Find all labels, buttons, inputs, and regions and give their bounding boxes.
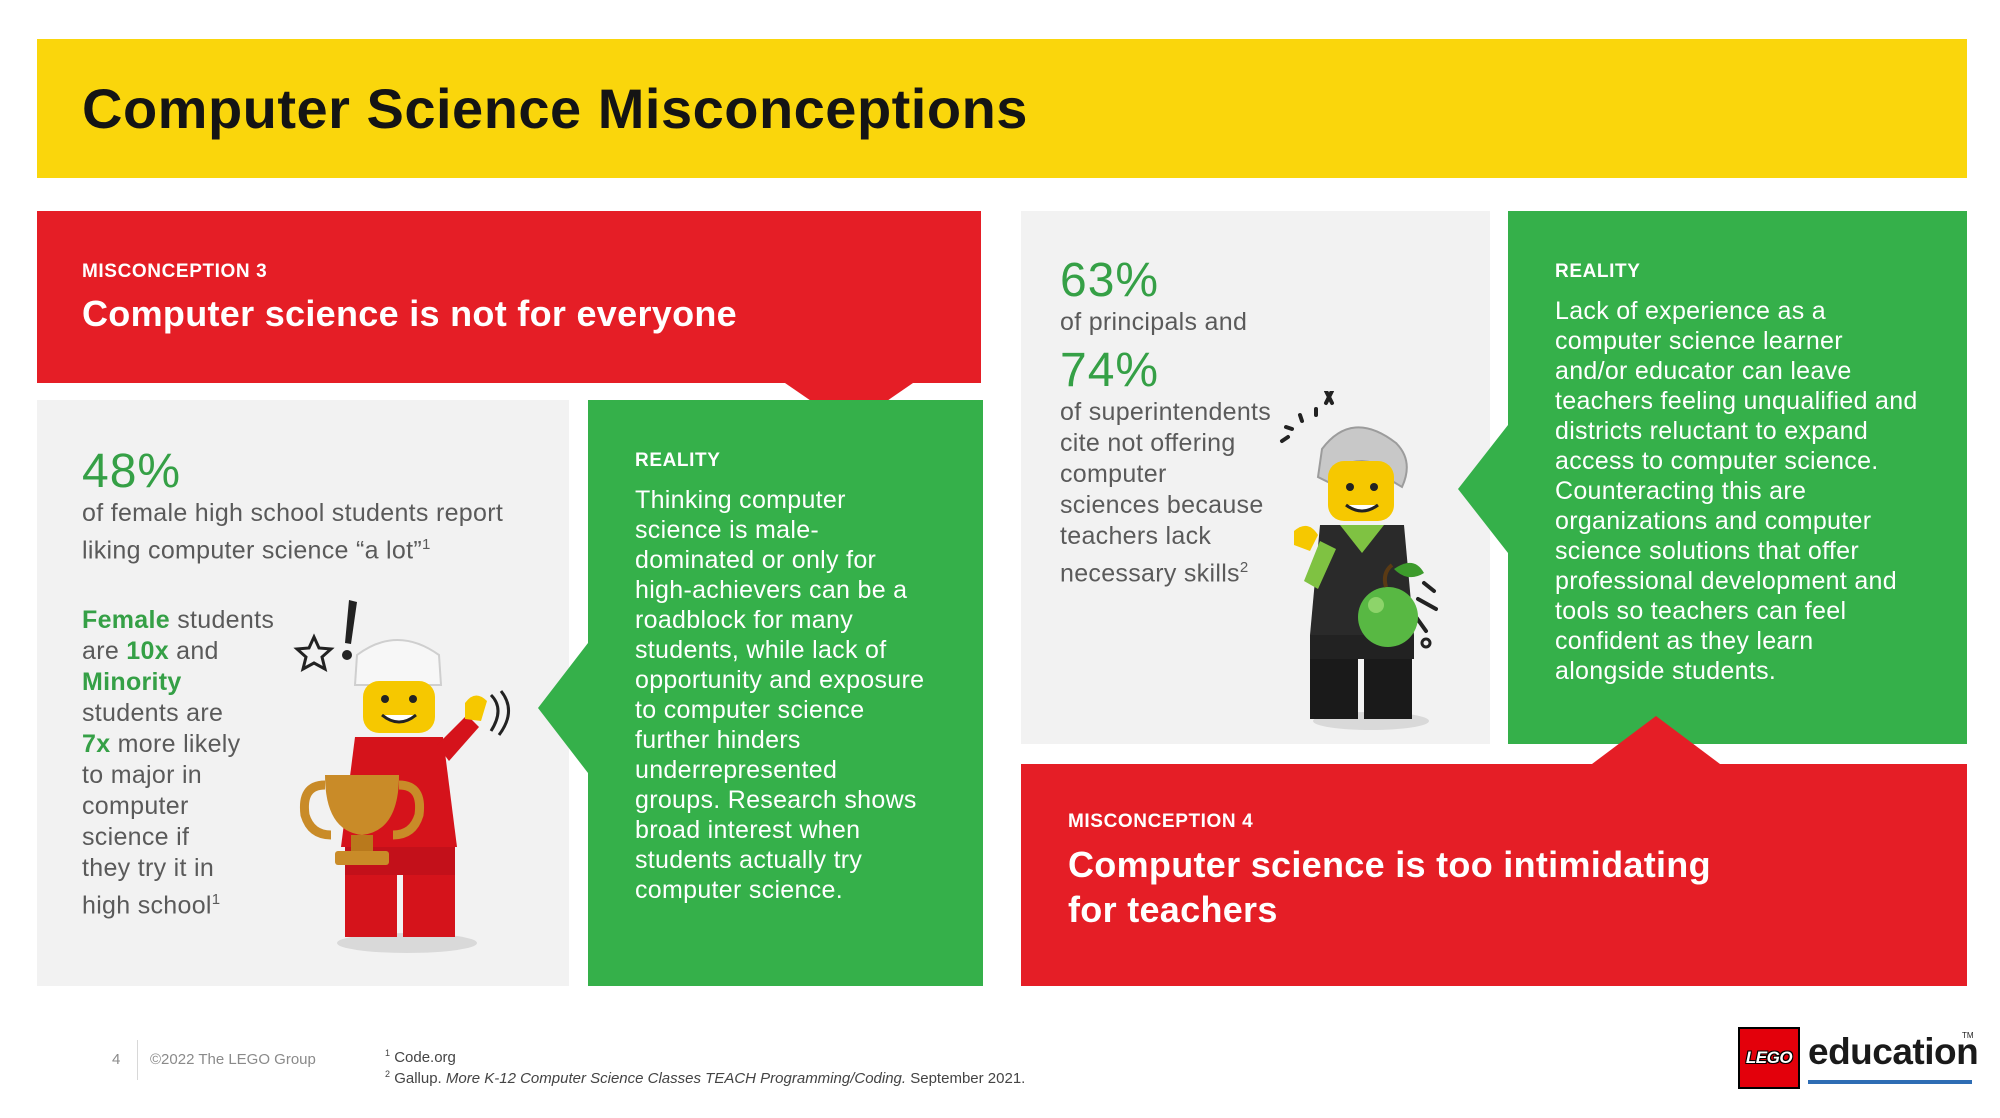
misconception-4-kicker: MISCONCEPTION 4	[1068, 811, 1254, 832]
reality-1-kicker: REALITY	[635, 450, 721, 471]
reality-2-line: teachers feeling unqualified and	[1555, 387, 1918, 415]
minifigure-trophy-illustration	[293, 600, 510, 953]
reality-2-line: districts reluctant to expand	[1555, 417, 1869, 445]
misconception-4-heading-line1: Computer science is too intimidating	[1068, 844, 1711, 885]
reality-2-body: Lack of experience as a computer science…	[1555, 296, 1960, 686]
reality-1-line: students actually try	[635, 846, 863, 874]
stat-74-line: of superintendents	[1060, 398, 1272, 426]
stat-74-line: necessary skills2	[1060, 559, 1249, 588]
reality-1-panel: REALITY Thinking computer science is mal…	[588, 400, 983, 986]
reality-1-pointer	[538, 643, 588, 773]
misconception-3-kicker: MISCONCEPTION 3	[82, 261, 268, 282]
right-stats-panel: 63% of principals and 74% of superintend…	[1021, 211, 1490, 744]
footnote-1: 1 Code.org	[385, 1048, 456, 1066]
reality-1-line: to computer science	[635, 696, 865, 724]
title-banner: Computer Science Misconceptions	[37, 39, 1967, 178]
misconception-4-pointer	[1592, 716, 1720, 764]
reality-1-line: broad interest when	[635, 816, 861, 844]
minority-stat-line: high school1	[82, 891, 221, 920]
reality-2-pointer	[1458, 425, 1508, 553]
lego-education-logo: LEGO education TM	[1738, 1027, 1979, 1089]
reality-1-line: roadblock for many	[635, 606, 853, 634]
reality-1-line: dominated or only for	[635, 546, 877, 574]
reality-1-line: science is male-	[635, 516, 820, 544]
minority-stat-line: are 10x and	[82, 637, 219, 665]
reality-1-body: Thinking computer science is male- domin…	[635, 485, 975, 905]
reality-2-line: confident as they learn	[1555, 627, 1814, 655]
minority-stat-line: students are	[82, 699, 224, 727]
reality-1-line: Thinking computer	[635, 486, 846, 514]
stat-74-line: sciences because	[1060, 491, 1264, 519]
minority-stat-line: 7x more likely	[82, 730, 241, 758]
minority-stat-line: Minority	[82, 668, 182, 696]
stat-63-text: of principals and	[1060, 308, 1248, 336]
page-number: 4	[112, 1051, 121, 1068]
minority-stat-line: they try it in	[82, 854, 215, 882]
reality-2-line: Lack of experience as a	[1555, 297, 1826, 325]
footnote-2: 2 Gallup. More K-12 Computer Science Cla…	[385, 1069, 1026, 1087]
misconception-4-heading-line2: for teachers	[1068, 889, 1278, 930]
reality-1-line: computer science.	[635, 876, 843, 904]
reality-1-line: students, while lack of	[635, 636, 887, 664]
misconception-3-box: MISCONCEPTION 3 Computer science is not …	[37, 211, 981, 383]
education-wordmark: education	[1808, 1031, 1979, 1072]
reality-2-panel: REALITY Lack of experience as a computer…	[1508, 211, 1967, 744]
education-underline	[1808, 1080, 1972, 1084]
minority-stat-line: Female students	[82, 606, 275, 634]
stat-48-text-line1: of female high school students report	[82, 499, 504, 527]
reality-2-line: and/or educator can leave	[1555, 357, 1852, 385]
lego-logo-mark: LEGO	[1738, 1027, 1800, 1089]
minority-stat-line: computer	[82, 792, 189, 820]
misconception-3-heading: Computer science is not for everyone	[82, 293, 737, 334]
stat-74-line: teachers lack	[1060, 522, 1212, 550]
reality-1-line: high-achievers can be a	[635, 576, 908, 604]
reality-2-kicker: REALITY	[1555, 261, 1641, 282]
reality-2-line: professional development and	[1555, 567, 1897, 595]
misconception-4-heading: Computer science is too intimidating for…	[1068, 842, 1711, 932]
stat-74-line: computer	[1060, 460, 1167, 488]
reality-2-line: science solutions that offer	[1555, 537, 1859, 565]
reality-1-line: opportunity and exposure	[635, 666, 925, 694]
reality-1-line: groups. Research shows	[635, 786, 917, 814]
stat-74-percent: 74%	[1060, 344, 1160, 397]
reality-2-line: Counteracting this are	[1555, 477, 1807, 505]
minority-stat-line: to major in	[82, 761, 203, 789]
minority-stat-line: science if	[82, 823, 190, 851]
reality-2-line: tools so teachers can feel	[1555, 597, 1847, 625]
footer-divider	[137, 1040, 138, 1080]
stat-63-percent: 63%	[1060, 254, 1160, 307]
stat-74-text: of superintendents cite not offering com…	[1060, 397, 1290, 589]
left-stats-panel: 48% of female high school students repor…	[37, 400, 569, 986]
reality-2-line: organizations and computer	[1555, 507, 1872, 535]
reality-1-line: underrepresented	[635, 756, 838, 784]
misconception-4-box: MISCONCEPTION 4 Computer science is too …	[1021, 764, 1967, 986]
minority-stat-paragraph: Female students are 10x and Minority stu…	[82, 605, 312, 921]
reality-2-line: computer science learner	[1555, 327, 1843, 355]
stat-48-text-line2: liking computer science “a lot”1	[82, 536, 431, 565]
reality-2-line: access to computer science.	[1555, 447, 1879, 475]
stat-48-percent: 48%	[82, 445, 182, 498]
copyright: ©2022 The LEGO Group	[150, 1051, 316, 1068]
stat-74-line: cite not offering	[1060, 429, 1236, 457]
minifigure-apple-illustration	[1280, 391, 1438, 730]
reality-2-line: alongside students.	[1555, 657, 1777, 685]
reality-1-line: further hinders	[635, 726, 801, 754]
page-title: Computer Science Misconceptions	[82, 77, 1028, 140]
trademark: TM	[1962, 1031, 1974, 1040]
